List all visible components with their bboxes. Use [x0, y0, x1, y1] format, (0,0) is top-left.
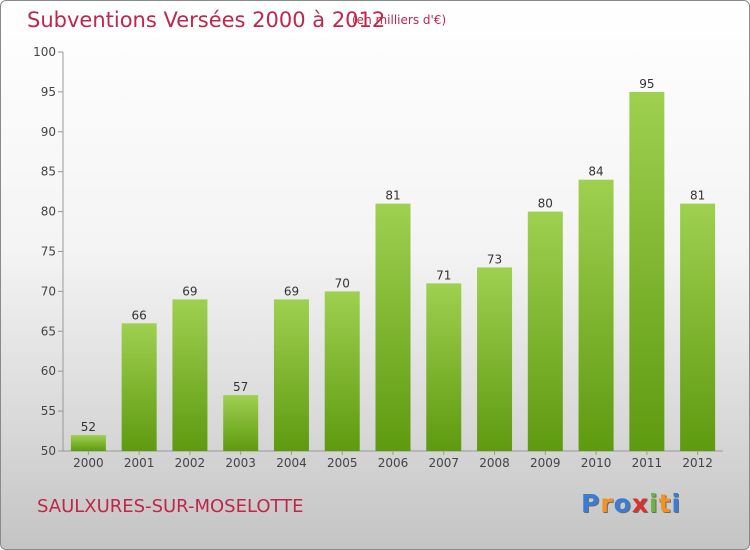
x-tick-label: 2004 — [276, 456, 307, 470]
bar-value-label: 95 — [639, 77, 654, 91]
y-tick-label: 80 — [41, 205, 56, 219]
x-tick-label: 2003 — [225, 456, 256, 470]
bar-value-label: 70 — [335, 276, 350, 290]
bar — [629, 91, 665, 452]
logo-letter: P — [581, 489, 601, 518]
y-tick-label: 55 — [41, 404, 56, 418]
x-tick-label: 2006 — [378, 456, 409, 470]
bar — [426, 283, 462, 451]
bar-value-label: 52 — [81, 420, 96, 434]
y-tick-label: 85 — [41, 165, 56, 179]
bar-value-label: 81 — [690, 189, 705, 203]
logo-letter: t — [658, 489, 672, 518]
x-tick-label: 2000 — [73, 456, 104, 470]
y-tick-label: 95 — [41, 85, 56, 99]
logo-letter: i — [649, 489, 659, 518]
bar-value-label: 73 — [487, 252, 502, 266]
logo-letter: r — [600, 489, 614, 518]
y-tick-label: 100 — [33, 45, 56, 59]
chart-subtitle: (en milliers d'€) — [352, 13, 447, 27]
proxiti-logo: Proxiti — [581, 489, 681, 518]
bar-value-label: 81 — [385, 189, 400, 203]
y-tick-label: 90 — [41, 125, 56, 139]
x-tick-label: 2011 — [632, 456, 663, 470]
bar — [527, 211, 563, 451]
bar — [680, 203, 716, 451]
bar-value-label: 57 — [233, 380, 248, 394]
bar — [70, 435, 106, 451]
bar-value-label: 69 — [284, 284, 299, 298]
bar-value-label: 71 — [436, 268, 451, 282]
x-tick-label: 2010 — [581, 456, 612, 470]
bar — [578, 179, 614, 451]
x-tick-label: 2008 — [479, 456, 510, 470]
bar — [375, 203, 411, 451]
bar — [121, 323, 157, 451]
y-tick-label: 65 — [41, 324, 56, 338]
x-tick-label: 2002 — [175, 456, 206, 470]
bar-value-label: 66 — [132, 308, 147, 322]
bar — [172, 299, 208, 451]
chart-title: Subventions Versées 2000 à 2012 — [27, 8, 386, 32]
y-tick-label: 60 — [41, 364, 56, 378]
bar — [477, 267, 513, 451]
logo-letter: i — [671, 489, 682, 518]
x-tick-label: 2007 — [428, 456, 459, 470]
y-tick-label: 70 — [41, 284, 56, 298]
x-tick-label: 2012 — [682, 456, 713, 470]
bar-value-label: 84 — [588, 165, 603, 179]
y-tick-label: 75 — [41, 245, 56, 259]
y-tick-label: 50 — [41, 444, 56, 458]
bar — [273, 299, 309, 451]
x-tick-label: 2009 — [530, 456, 561, 470]
x-tick-label: 2005 — [327, 456, 358, 470]
bar-value-label: 80 — [538, 197, 553, 211]
logo-letter: x — [631, 489, 649, 518]
bar — [223, 395, 259, 451]
logo-letter: o — [613, 489, 632, 518]
bar-value-label: 69 — [182, 284, 197, 298]
commune-name: SAULXURES-SUR-MOSELOTTE — [37, 496, 304, 517]
x-tick-label: 2001 — [124, 456, 155, 470]
bar — [324, 291, 360, 451]
